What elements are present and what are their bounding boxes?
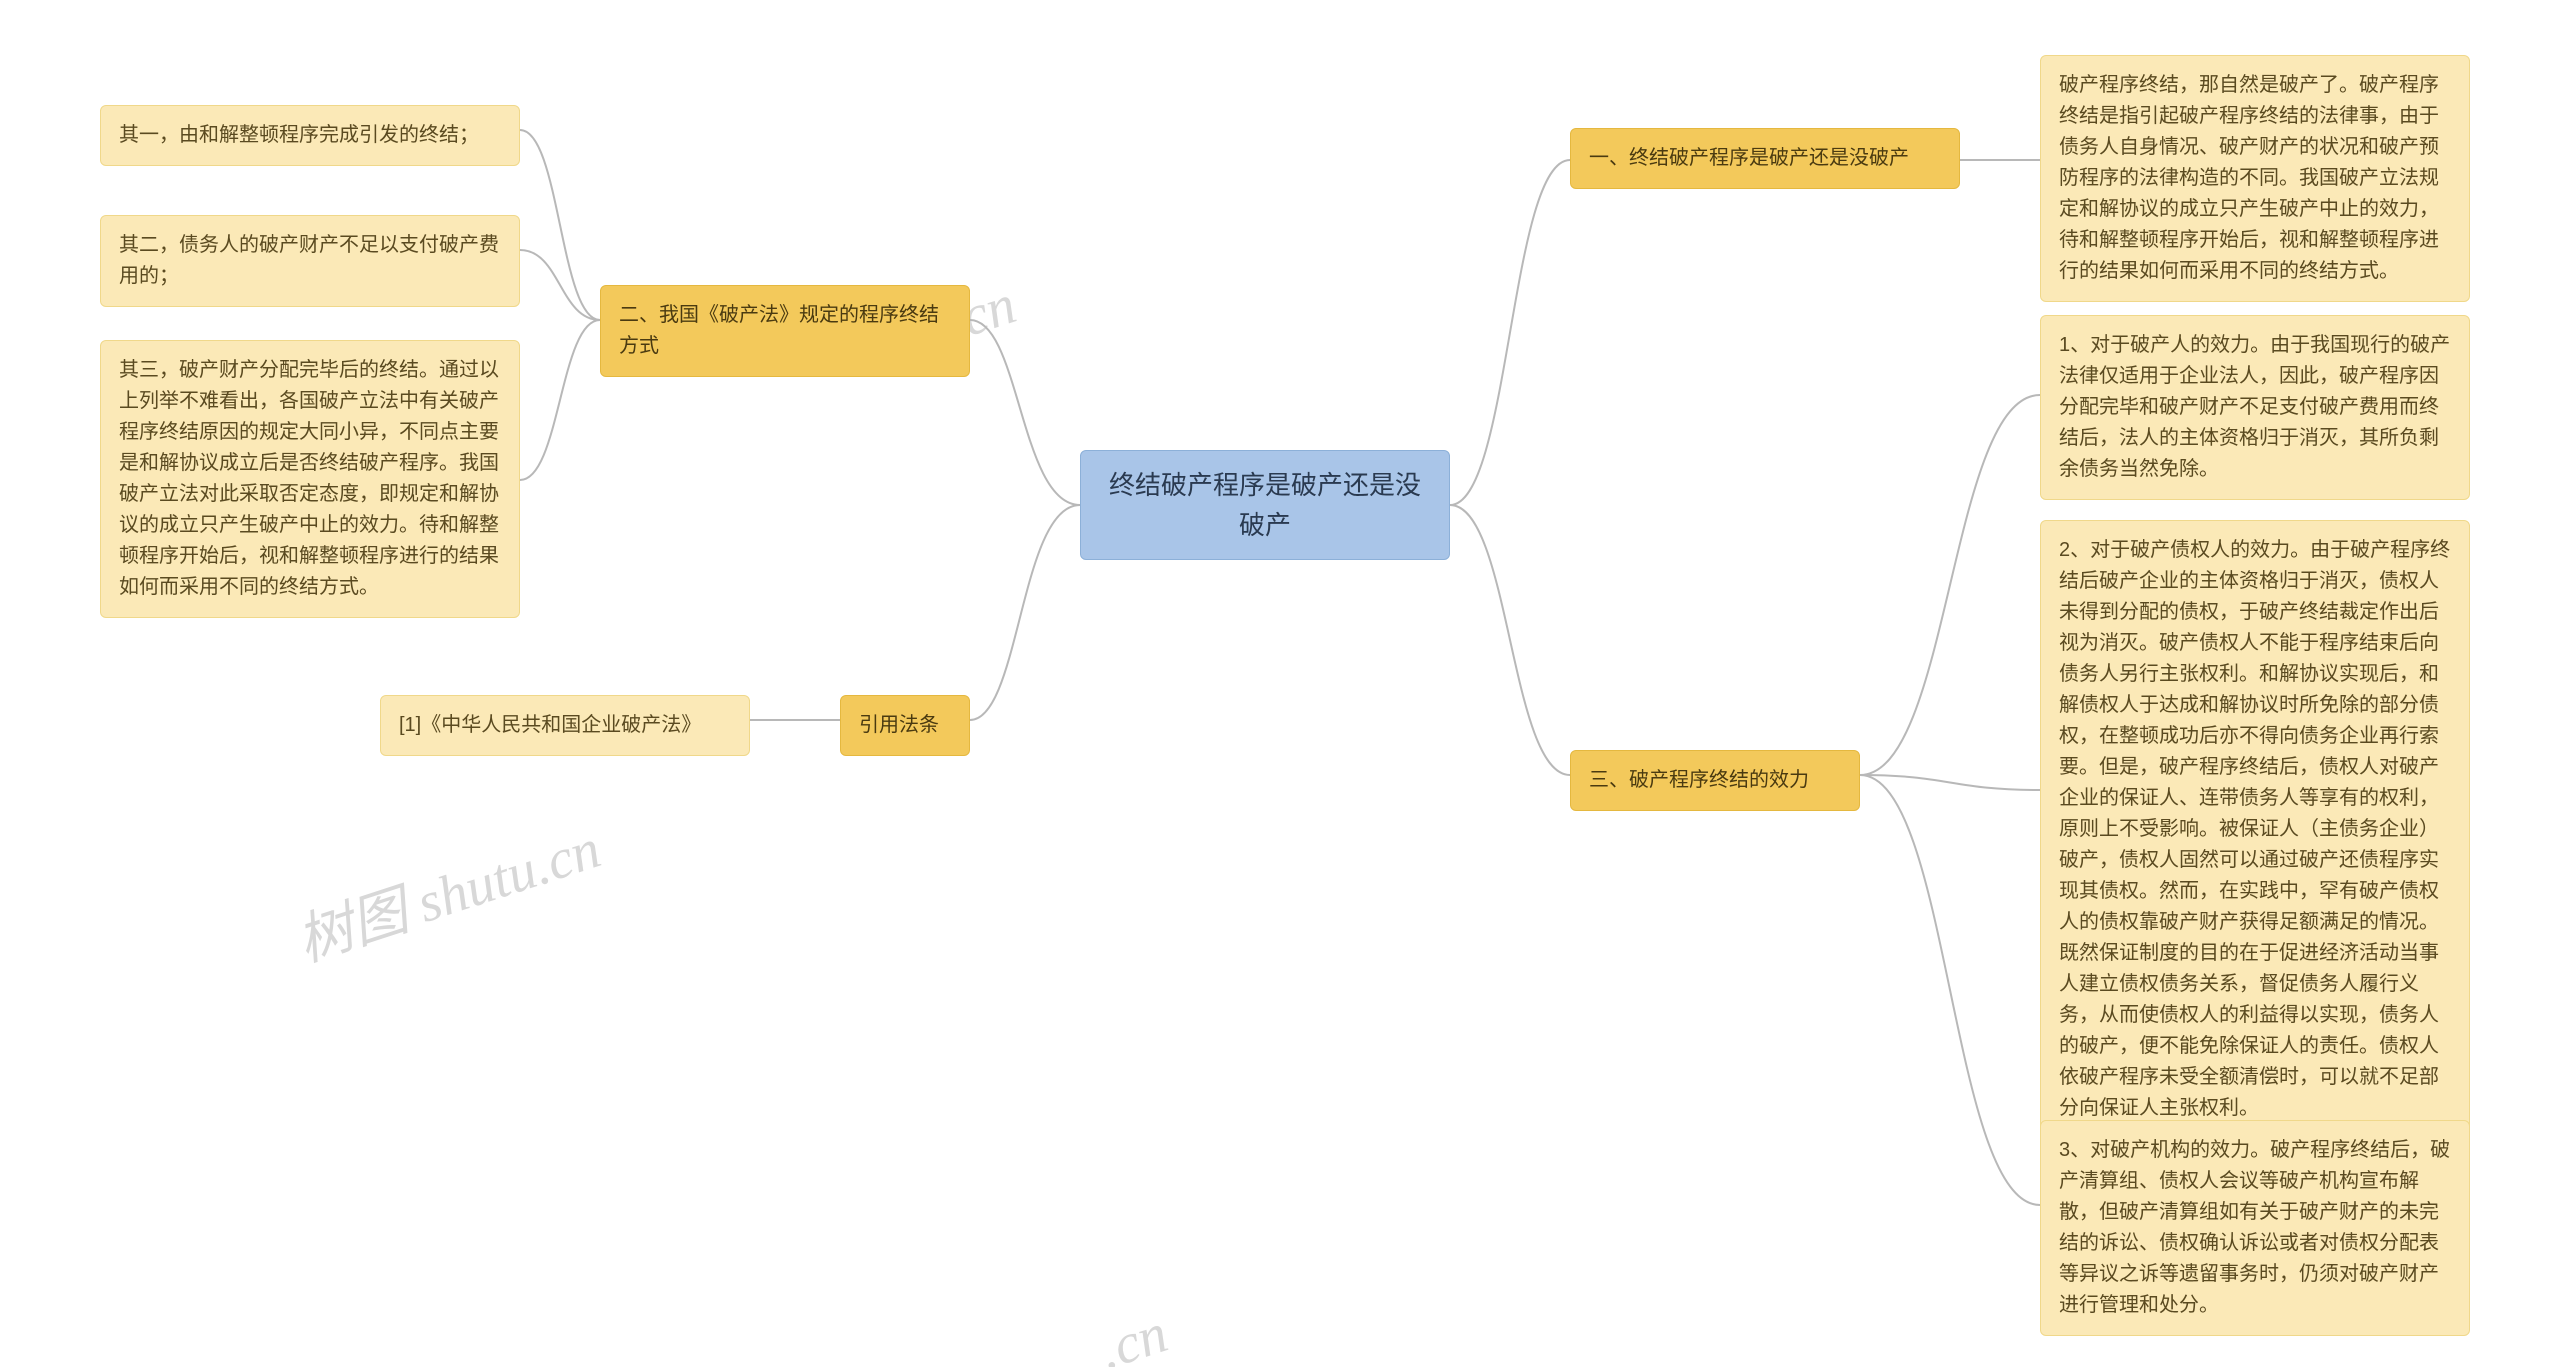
leaf-left-2-2-text: 其二，债务人的破产财产不足以支付破产费用的； [119, 234, 499, 287]
center-node-text: 终结破产程序是破产还是没破产 [1099, 465, 1431, 546]
center-node: 终结破产程序是破产还是没破产 [1080, 450, 1450, 560]
leaf-left-ref-1: [1]《中华人民共和国企业破产法》 [380, 695, 750, 756]
branch-left-ref: 引用法条 [840, 695, 970, 756]
branch-right-3-label: 三、破产程序终结的效力 [1589, 769, 1809, 791]
leaf-left-2-1: 其一，由和解整顿程序完成引发的终结； [100, 105, 520, 166]
leaf-right-1-1: 破产程序终结，那自然是破产了。破产程序终结是指引起破产程序终结的法律事，由于债务… [2040, 55, 2470, 302]
branch-left-2-label: 二、我国《破产法》规定的程序终结方式 [619, 304, 939, 357]
branch-right-1: 一、终结破产程序是破产还是没破产 [1570, 128, 1960, 189]
leaf-right-3-1: 1、对于破产人的效力。由于我国现行的破产法律仅适用于企业法人，因此，破产程序因分… [2040, 315, 2470, 500]
watermark: .cn [1092, 1301, 1175, 1367]
branch-right-3: 三、破产程序终结的效力 [1570, 750, 1860, 811]
branch-right-1-label: 一、终结破产程序是破产还是没破产 [1589, 147, 1909, 169]
leaf-left-2-3-text: 其三，破产财产分配完毕后的终结。通过以上列举不难看出，各国破产立法中有关破产程序… [119, 359, 499, 598]
leaf-right-3-3-text: 3、对破产机构的效力。破产程序终结后，破产清算组、债权人会议等破产机构宣布解散，… [2059, 1139, 2450, 1316]
leaf-right-1-1-text: 破产程序终结，那自然是破产了。破产程序终结是指引起破产程序终结的法律事，由于债务… [2059, 74, 2439, 282]
leaf-right-3-2-text: 2、对于破产债权人的效力。由于破产程序终结后破产企业的主体资格归于消灭，债权人未… [2059, 539, 2450, 1119]
leaf-right-3-1-text: 1、对于破产人的效力。由于我国现行的破产法律仅适用于企业法人，因此，破产程序因分… [2059, 334, 2450, 480]
leaf-left-2-1-text: 其一，由和解整顿程序完成引发的终结； [119, 124, 479, 146]
watermark: 树图 shutu.cn [285, 803, 609, 977]
branch-left-ref-label: 引用法条 [859, 714, 939, 736]
leaf-right-3-2: 2、对于破产债权人的效力。由于破产程序终结后破产企业的主体资格归于消灭，债权人未… [2040, 520, 2470, 1139]
leaf-right-3-3: 3、对破产机构的效力。破产程序终结后，破产清算组、债权人会议等破产机构宣布解散，… [2040, 1120, 2470, 1336]
leaf-left-2-3: 其三，破产财产分配完毕后的终结。通过以上列举不难看出，各国破产立法中有关破产程序… [100, 340, 520, 618]
leaf-left-2-2: 其二，债务人的破产财产不足以支付破产费用的； [100, 215, 520, 307]
leaf-left-ref-1-text: [1]《中华人民共和国企业破产法》 [399, 714, 701, 736]
branch-left-2: 二、我国《破产法》规定的程序终结方式 [600, 285, 970, 377]
